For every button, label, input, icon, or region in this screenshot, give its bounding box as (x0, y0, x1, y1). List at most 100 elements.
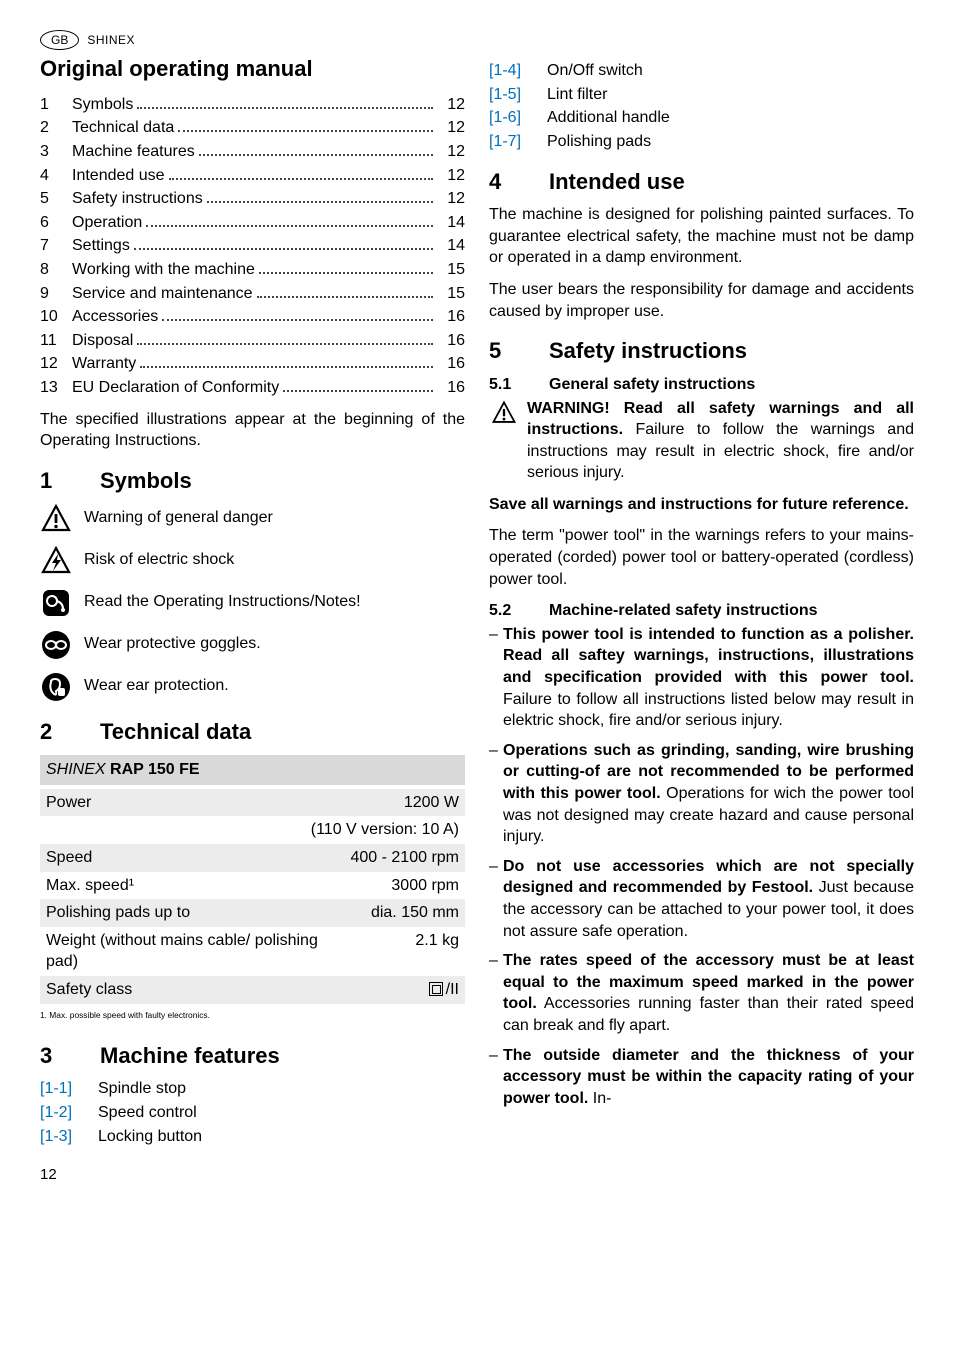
tech-label: Safety class (46, 979, 132, 1001)
feature-text: Additional handle (547, 107, 670, 129)
shock-triangle-icon (40, 545, 72, 577)
feature-text: Lint filter (547, 84, 607, 106)
page-number: 12 (40, 1165, 465, 1185)
toc-label: Intended use (72, 165, 165, 187)
warning-block: WARNING! Read all safety warnings and al… (489, 398, 914, 484)
toc-row: 3Machine features 12 (40, 141, 465, 163)
toc-num: 9 (40, 283, 72, 305)
toc-label: Warranty (72, 353, 136, 375)
toc-note: The specified illustrations appear at th… (40, 409, 465, 452)
toc-dots (207, 201, 433, 203)
symbol-row: Risk of electric shock (40, 545, 465, 577)
toc-label: Service and maintenance (72, 283, 253, 305)
toc-dots (137, 343, 433, 345)
toc-num: 6 (40, 212, 72, 234)
toc-label: EU Declaration of Conformity (72, 377, 279, 399)
toc-row: 8Working with the machine 15 (40, 259, 465, 281)
toc-label: Machine features (72, 141, 195, 163)
feature-ref: [1-5] (489, 84, 547, 106)
bullet-dash: – (489, 950, 503, 1036)
toc-row: 5Safety instructions 12 (40, 188, 465, 210)
goggles-circle-icon (40, 629, 72, 661)
toc-label: Technical data (72, 117, 174, 139)
toc-page: 14 (437, 235, 465, 257)
safety-bullet: –This power tool is intended to function… (489, 624, 914, 732)
toc-label: Operation (72, 212, 142, 234)
tech-label: Weight (without mains cable/ polishing p… (46, 930, 327, 973)
tech-value: /II (429, 979, 459, 1001)
toc-num: 8 (40, 259, 72, 281)
tech-row: Max. speed¹3000 rpm (40, 872, 465, 900)
tech-value: 400 - 2100 rpm (350, 847, 459, 869)
toc-row: 9Service and maintenance 15 (40, 283, 465, 305)
tech-label: Polishing pads up to (46, 902, 190, 924)
toc-dots (140, 366, 433, 368)
toc-page: 15 (437, 259, 465, 281)
toc-dots (162, 319, 433, 321)
feature-ref: [1-6] (489, 107, 547, 129)
feature-text: On/Off switch (547, 60, 643, 82)
toc-num: 3 (40, 141, 72, 163)
bullet-rest: Failure to follow all instructions liste… (503, 691, 914, 730)
feature-text: Speed control (98, 1102, 197, 1124)
safety-bullets: –This power tool is intended to function… (489, 624, 914, 1109)
tech-row: Power1200 W (40, 789, 465, 817)
safety-bullet: –The rates speed of the accessory must b… (489, 950, 914, 1036)
tech-row: Speed 400 - 2100 rpm (40, 844, 465, 872)
feature-row: [1-3]Locking button (40, 1126, 465, 1148)
toc-num: 10 (40, 306, 72, 328)
section-num: 3 (40, 1041, 100, 1071)
symbol-row: Wear ear protection. (40, 671, 465, 703)
feature-row: [1-7]Polishing pads (489, 131, 914, 153)
section-4-heading: 4Intended use (489, 167, 914, 197)
toc-dots (137, 107, 433, 109)
toc-num: 2 (40, 117, 72, 139)
toc-num: 1 (40, 94, 72, 116)
toc-dots (178, 130, 433, 132)
toc-num: 5 (40, 188, 72, 210)
section-title: Safety instructions (549, 338, 747, 363)
tech-value: 3000 rpm (391, 875, 459, 897)
safety-bullet: –Do not use accessories which are not sp… (489, 856, 914, 942)
section-title: Technical data (100, 719, 251, 744)
section-title: Symbols (100, 468, 192, 493)
symbol-row: Read the Operating Instructions/Notes! (40, 587, 465, 619)
toc-row: 12Warranty 16 (40, 353, 465, 375)
feature-ref: [1-2] (40, 1102, 98, 1124)
tech-row: Weight (without mains cable/ polishing p… (40, 927, 465, 976)
feature-text: Polishing pads (547, 131, 651, 153)
subsection-num: 5.2 (489, 600, 549, 622)
subsection-5-1: 5.1 General safety instructions (489, 374, 914, 396)
tech-label: Speed (46, 847, 92, 869)
tech-model-row: SHINEX RAP 150 FE (40, 755, 465, 785)
symbol-row: Wear protective goggles. (40, 629, 465, 661)
toc-dots (146, 225, 433, 227)
bullet-dash: – (489, 1045, 503, 1110)
doc-title: Original operating manual (40, 54, 465, 84)
subsection-title: General safety instructions (549, 374, 755, 396)
bullet-bold: The outside diameter and the thickness o… (503, 1047, 914, 1107)
symbol-text: Read the Operating Instructions/Notes! (84, 587, 361, 613)
toc-label: Working with the machine (72, 259, 255, 281)
section-num: 4 (489, 167, 549, 197)
feature-row: [1-4]On/Off switch (489, 60, 914, 82)
feature-text: Spindle stop (98, 1078, 186, 1100)
bullet-dash: – (489, 740, 503, 848)
tech-value: dia. 150 mm (371, 902, 459, 924)
symbol-text: Wear ear protection. (84, 671, 229, 697)
tech-row: Polishing pads up to dia. 150 mm (40, 899, 465, 927)
toc-dots (283, 390, 433, 392)
feature-row: [1-6]Additional handle (489, 107, 914, 129)
toc-label: Safety instructions (72, 188, 203, 210)
feature-row: [1-5]Lint filter (489, 84, 914, 106)
symbol-text: Warning of general danger (84, 503, 273, 529)
safety-class-icon (429, 982, 443, 996)
toc-label: Accessories (72, 306, 158, 328)
manual-circle-icon (40, 587, 72, 619)
section-title: Machine features (100, 1043, 280, 1068)
toc-label: Settings (72, 235, 130, 257)
toc-row: 10Accessories 16 (40, 306, 465, 328)
toc-label: Disposal (72, 330, 133, 352)
section-1-heading: 1Symbols (40, 466, 465, 496)
toc-row: 11Disposal 16 (40, 330, 465, 352)
